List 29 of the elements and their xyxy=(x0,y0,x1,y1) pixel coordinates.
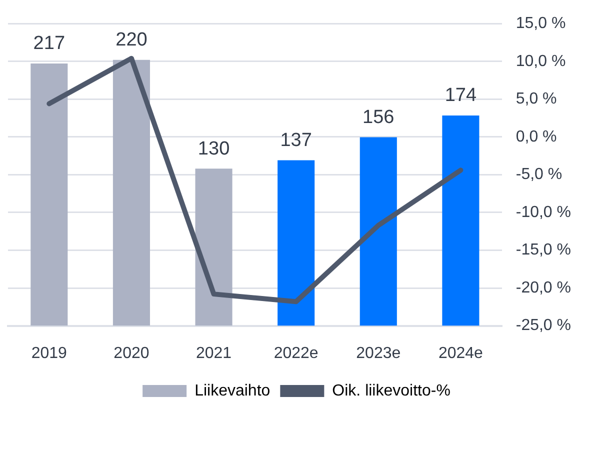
y2-tick-label: 15,0 % xyxy=(516,15,566,32)
x-tick-label: 2022e xyxy=(274,344,318,362)
y2-tick-label: -5,0 % xyxy=(516,166,562,184)
y2-tick-label: -20,0 % xyxy=(516,279,571,296)
bar xyxy=(278,160,315,326)
x-tick-label: 2024e xyxy=(438,344,484,362)
y2-tick-label: 10,0 % xyxy=(516,52,566,70)
data-label: 217 xyxy=(33,33,66,54)
y2-tick-label: 0,0 % xyxy=(516,128,557,146)
y2-tick-label: -15,0 % xyxy=(516,242,571,259)
x-tick-label: 2021 xyxy=(196,344,232,362)
x-tick-label: 2019 xyxy=(31,344,68,362)
legend-label: Liikevaihto xyxy=(194,382,270,400)
x-tick-label: 2023e xyxy=(356,344,401,362)
data-label: 174 xyxy=(444,85,477,106)
bar xyxy=(112,60,150,326)
legend-label: Oik. liikevoitto-% xyxy=(332,382,450,400)
y2-tick-label: -10,0 % xyxy=(516,204,571,221)
bar xyxy=(442,115,480,326)
data-label: 130 xyxy=(198,138,230,160)
data-label: 220 xyxy=(116,30,148,51)
y2-tick-label: -25,0 % xyxy=(516,317,571,334)
bar xyxy=(360,137,397,326)
data-label: 156 xyxy=(362,106,394,128)
data-label: 137 xyxy=(280,130,312,151)
bar xyxy=(195,168,232,326)
bar xyxy=(30,63,68,326)
x-tick-label: 2020 xyxy=(114,344,150,362)
y2-tick-label: 5,0 % xyxy=(516,90,557,108)
